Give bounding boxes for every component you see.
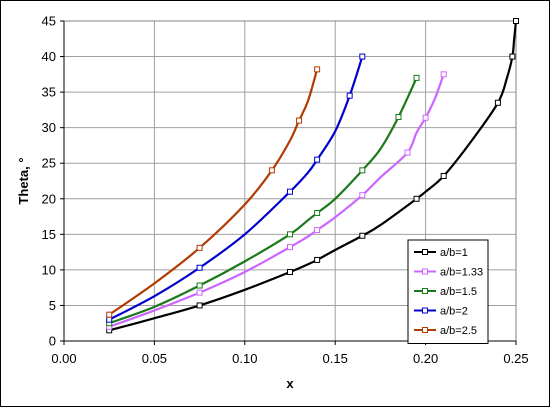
legend-swatch-marker [422, 268, 428, 275]
legend: a/b=1 a/b=1.33 a/b=1.5 a/b=2 a/b=2.5 [407, 239, 489, 344]
data-point [404, 149, 411, 156]
data-point [440, 71, 447, 78]
data-point [268, 167, 275, 174]
series-group [106, 53, 366, 323]
data-point [196, 264, 203, 271]
data-point [513, 18, 519, 24]
data-point [509, 53, 516, 60]
data-point [413, 74, 420, 81]
y-tick-label: 40 [42, 49, 56, 64]
gridlines [64, 21, 516, 341]
data-point [314, 66, 321, 73]
data-point [287, 244, 293, 251]
data-point [413, 195, 420, 202]
series-group [106, 71, 447, 330]
y-tick-label: 5 [49, 298, 56, 313]
data-point [287, 231, 293, 238]
data-point [296, 117, 303, 124]
series-line [108, 19, 518, 332]
data-point [440, 173, 447, 180]
series-line [108, 55, 364, 321]
data-point [287, 188, 293, 195]
data-point [196, 282, 203, 289]
data-point [196, 289, 203, 296]
y-tick-label: 25 [42, 156, 56, 171]
x-tick-label: 0.25 [503, 351, 528, 366]
y-tick-label: 0 [49, 334, 56, 349]
series-line [108, 76, 418, 325]
data-point [106, 316, 113, 323]
data-point [359, 53, 366, 60]
data-point [196, 302, 203, 309]
x-tick-label: 0.05 [142, 351, 167, 366]
x-tick-label: 0.15 [323, 351, 348, 366]
data-point [106, 311, 113, 318]
series-group [106, 66, 321, 318]
data-point [359, 232, 366, 239]
series-group [106, 74, 420, 327]
data-point [287, 269, 293, 276]
y-tick-label: 20 [42, 191, 56, 206]
y-tick-label: 35 [42, 85, 56, 100]
legend-entry-label: a/b=1.33 [440, 267, 483, 279]
x-axis-title: x [286, 376, 294, 391]
axis-ticks: 0 5 10 15 20 25 30 35 40 45 0.00 0.05 0.10 0.15 0.20 0.… [42, 14, 529, 367]
x-tick-label: 0.00 [51, 351, 76, 366]
data-point [422, 114, 429, 121]
data-point [314, 227, 321, 234]
y-axis-title: Theta, ° [16, 157, 31, 204]
x-tick-label: 0.20 [413, 351, 438, 366]
legend-entry-label: a/b=1.5 [440, 286, 477, 298]
y-tick-label: 30 [42, 120, 56, 135]
data-point [494, 99, 501, 106]
series-group [106, 18, 519, 334]
data-point [314, 256, 321, 263]
legend-entry-label: a/b=2.5 [440, 325, 477, 337]
y-tick-label: 10 [42, 262, 56, 277]
series-line [108, 73, 445, 328]
data-point [395, 114, 402, 120]
legend-swatch-marker [422, 307, 428, 314]
data-point [196, 244, 203, 251]
x-tick-label: 0.10 [232, 351, 257, 366]
data-point [314, 210, 321, 216]
legend-entry-label: a/b=2 [440, 306, 468, 318]
series-lines [106, 18, 519, 334]
legend-swatch-marker [422, 249, 428, 255]
y-tick-label: 15 [42, 227, 56, 242]
data-point [359, 192, 366, 199]
data-point [346, 92, 353, 99]
data-point [359, 167, 366, 174]
data-point [314, 156, 321, 163]
legend-swatch-marker [422, 288, 428, 294]
legend-entry-label: a/b=1 [440, 247, 468, 259]
legend-swatch-marker [422, 327, 428, 333]
y-tick-label: 45 [42, 14, 56, 29]
